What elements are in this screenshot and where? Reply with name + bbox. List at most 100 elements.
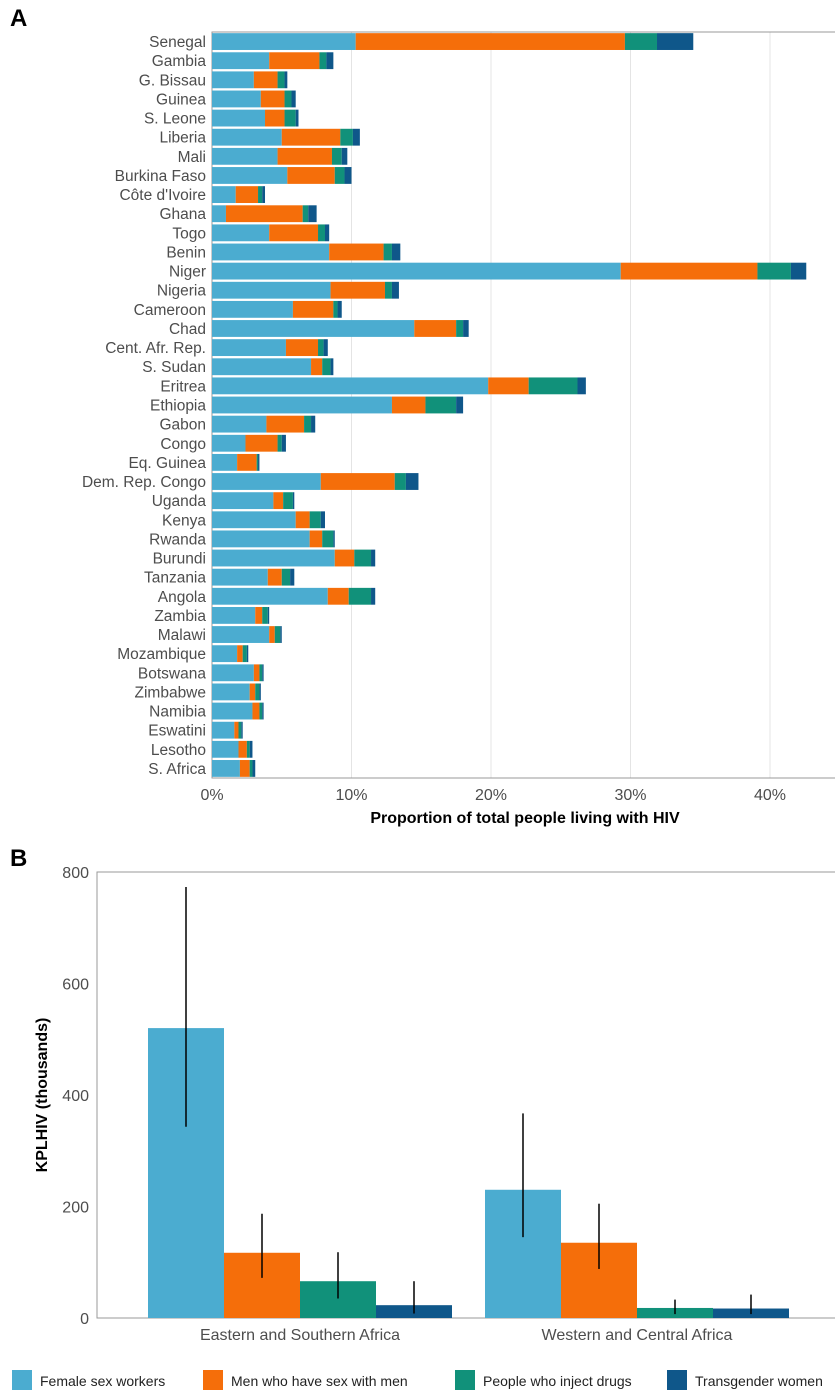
panel-a-bar-pwid	[284, 109, 296, 127]
panel-a-country-label: Ghana	[159, 206, 206, 223]
panel-a-bar-msm	[277, 147, 332, 165]
panel-a-bar-msm	[309, 530, 323, 548]
panel-a-bar-fsw	[212, 606, 256, 624]
panel-a-x-tick-label: 40%	[754, 787, 786, 804]
panel-a-bar-fsw	[212, 224, 270, 242]
panel-a-bar-tgw	[577, 377, 586, 395]
panel-a-bar-msm	[249, 683, 256, 701]
panel-a-country-label: Dem. Rep. Congo	[82, 474, 206, 491]
panel-a-bar-fsw	[212, 530, 310, 548]
panel-a-bar-fsw	[212, 626, 270, 643]
panel-a-country-label: Mali	[178, 149, 206, 166]
panel-a-country-label: G. Bissau	[139, 72, 206, 89]
panel-a-bar-msm	[239, 760, 250, 777]
panel-a-bar-fsw	[212, 243, 330, 261]
panel-a-bar-tgw	[252, 760, 256, 777]
panel-a-bar-fsw	[212, 377, 489, 395]
panel-a-bar-msm	[281, 128, 341, 146]
legend-swatch-fsw	[12, 1370, 32, 1390]
panel-b-y-axis-title: KPLHIV (thousands)	[34, 1018, 51, 1173]
panel-a-country-label: Gabon	[159, 417, 206, 434]
panel-b-x-category-label: Eastern and Southern Africa	[200, 1327, 400, 1344]
panel-a-bar-tgw	[324, 224, 330, 242]
panel-a-x-tick-label: 10%	[335, 787, 367, 804]
panel-a-bar-tgw	[790, 262, 807, 280]
panel-a-bar-msm	[225, 205, 303, 223]
panel-a-bar-fsw	[212, 300, 293, 318]
panel-a-bar-fsw	[212, 434, 246, 452]
panel-a-country-label: Lesotho	[151, 742, 206, 759]
panel-a-bar-tgw	[295, 109, 299, 127]
panel-a-bar-tgw	[391, 243, 401, 261]
panel-a-bar-msm	[266, 415, 305, 433]
panel-a-bar-fsw	[212, 568, 268, 586]
panel-a-bar-fsw	[212, 320, 415, 337]
panel-a-bar-tgw	[262, 186, 266, 204]
panel-a-bar-fsw	[212, 760, 240, 777]
panel-a-bar-pwid	[528, 377, 578, 395]
panel-a-bar-msm	[267, 568, 282, 586]
panel-a-bar-msm	[260, 90, 285, 108]
panel-b-bars	[148, 1028, 789, 1318]
panel-a-bar-fsw	[212, 453, 238, 471]
panel-a-bar-pwid	[322, 530, 334, 548]
panel-a-country-label: Niger	[169, 264, 206, 281]
panel-a-bar-msm	[391, 396, 426, 414]
panel-a-bar-pwid	[384, 281, 392, 299]
panel-a-bar-fsw	[212, 549, 335, 567]
panel-a-bar-pwid	[255, 683, 260, 701]
panel-a-bar-fsw	[212, 33, 356, 50]
panel-a-bar-tgw	[262, 702, 264, 720]
panel-a-country-label: Burundi	[153, 551, 206, 568]
panel-a-bar-pwid	[394, 473, 406, 490]
panel-a-bar-pwid	[757, 262, 791, 280]
panel-a-country-label: Cameroon	[134, 302, 206, 319]
panel-a-bar-pwid	[262, 606, 268, 624]
panel-a-country-label: Burkina Faso	[115, 168, 206, 185]
panel-a-bar-msm	[292, 300, 334, 318]
panel-a-bar-tgw	[320, 511, 325, 529]
panel-a-country-label: Eq. Guinea	[128, 455, 206, 472]
panel-a-bar-pwid	[331, 147, 342, 165]
panel-a-bar-fsw	[212, 90, 261, 108]
panel-a-bar-tgw	[311, 415, 316, 433]
legend: Female sex workers Men who have sex with …	[12, 1370, 823, 1390]
panel-a-bar-fsw	[212, 186, 236, 204]
legend-label-msm: Men who have sex with men	[231, 1373, 408, 1389]
legend-label-fsw: Female sex workers	[40, 1373, 165, 1389]
panel-a-country-label: Ethiopia	[150, 398, 206, 415]
panel-a-bar-pwid	[277, 71, 285, 89]
panel-a-country-label: Mozambique	[117, 646, 206, 663]
panel-a-bar-pwid	[309, 511, 321, 529]
panel-a-bar-msm	[253, 71, 278, 89]
panel-a-bar-tgw	[292, 492, 295, 510]
panel-a-bar-fsw	[212, 109, 266, 127]
panel-a-bar-tgw	[284, 71, 288, 89]
panel-a-country-label: S. Leone	[144, 111, 206, 128]
panel-a-bar-fsw	[212, 128, 282, 146]
panel-a-bar-pwid	[348, 587, 372, 605]
panel-a-bar-pwid	[259, 664, 263, 682]
panel-b-y-tick-label: 600	[62, 977, 89, 994]
panel-a-bar-msm	[355, 33, 625, 50]
panel-a-country-label: Liberia	[159, 130, 206, 147]
panel-a-bar-fsw	[212, 702, 253, 720]
panel-a-bar-fsw	[212, 71, 254, 89]
panel-a-bar-pwid	[249, 760, 253, 777]
panel-b-error-bars	[185, 887, 752, 1315]
panel-a-country-label: Malawi	[158, 627, 206, 644]
panel-a-bars	[212, 33, 807, 777]
panel-a-bar-pwid	[340, 128, 353, 146]
panel-a-bar-pwid	[242, 645, 247, 663]
panel-a-country-label: Benin	[166, 244, 206, 261]
panel-a-bar-msm	[269, 52, 320, 70]
panel-a-bar-msm	[414, 320, 457, 337]
panel-a-bar-pwid	[277, 434, 282, 452]
panel-a-country-label: Zambia	[154, 608, 206, 625]
panel-a-bar-tgw	[371, 587, 376, 605]
panel-b-y-tick-label: 400	[62, 1088, 89, 1105]
panel-a-country-label: Rwanda	[149, 531, 206, 548]
panel-a-bar-tgw	[281, 434, 286, 452]
panel-a-bar-pwid	[456, 320, 464, 337]
panel-a-bar-fsw	[212, 52, 270, 70]
